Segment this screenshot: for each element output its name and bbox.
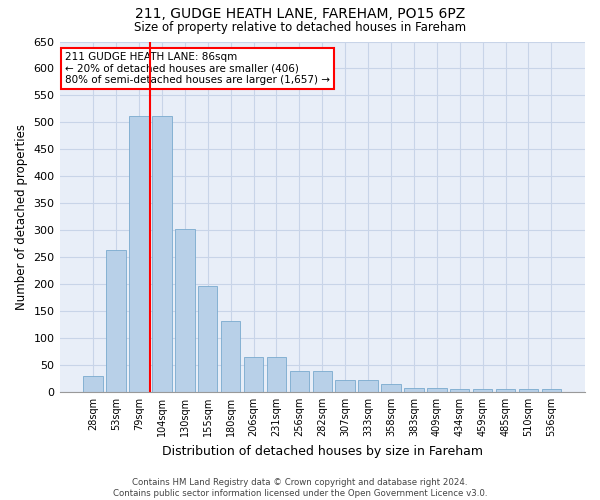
X-axis label: Distribution of detached houses by size in Fareham: Distribution of detached houses by size … — [162, 444, 483, 458]
Bar — [358, 380, 378, 392]
Bar — [152, 116, 172, 392]
Bar — [519, 389, 538, 392]
Bar — [198, 286, 217, 392]
Bar — [129, 116, 149, 392]
Bar — [106, 250, 126, 392]
Text: Contains HM Land Registry data © Crown copyright and database right 2024.
Contai: Contains HM Land Registry data © Crown c… — [113, 478, 487, 498]
Bar — [244, 357, 263, 392]
Text: 211 GUDGE HEATH LANE: 86sqm
← 20% of detached houses are smaller (406)
80% of se: 211 GUDGE HEATH LANE: 86sqm ← 20% of det… — [65, 52, 330, 85]
Text: 211, GUDGE HEATH LANE, FAREHAM, PO15 6PZ: 211, GUDGE HEATH LANE, FAREHAM, PO15 6PZ — [135, 8, 465, 22]
Bar — [404, 388, 424, 392]
Bar — [83, 376, 103, 392]
Bar — [381, 384, 401, 392]
Bar — [267, 357, 286, 392]
Bar — [221, 321, 241, 392]
Bar — [427, 388, 446, 392]
Y-axis label: Number of detached properties: Number of detached properties — [15, 124, 28, 310]
Bar — [175, 229, 194, 392]
Bar — [542, 389, 561, 392]
Bar — [473, 389, 493, 392]
Bar — [335, 380, 355, 392]
Bar — [450, 389, 469, 392]
Bar — [290, 372, 309, 392]
Bar — [313, 372, 332, 392]
Bar — [496, 389, 515, 392]
Text: Size of property relative to detached houses in Fareham: Size of property relative to detached ho… — [134, 21, 466, 34]
